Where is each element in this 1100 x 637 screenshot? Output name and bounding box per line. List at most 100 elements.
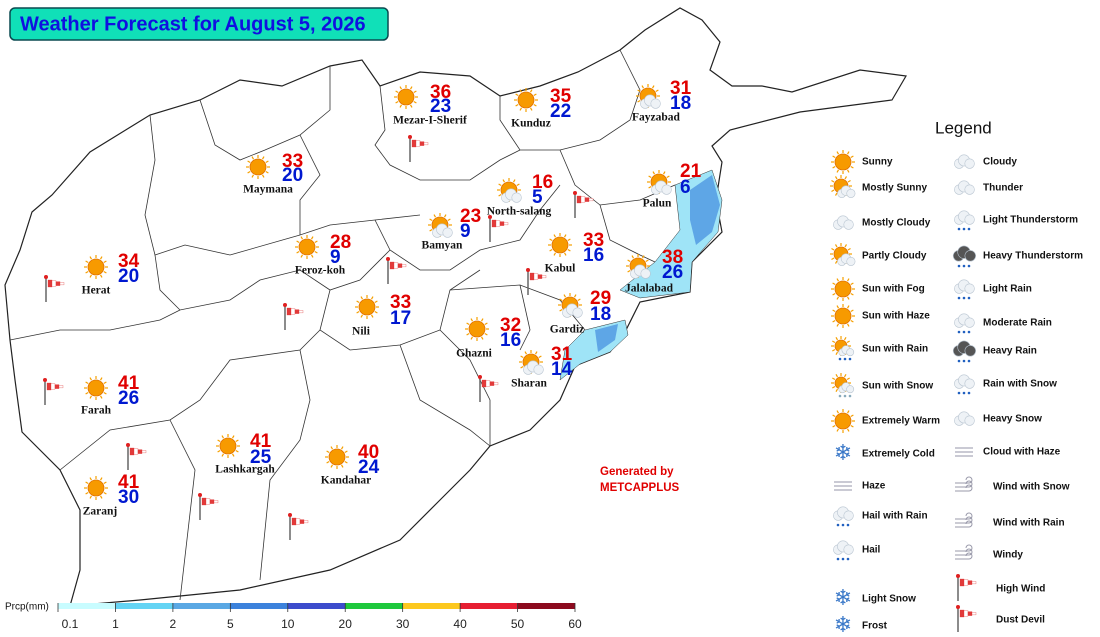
sun-icon bbox=[246, 155, 270, 179]
drop bbox=[957, 264, 961, 268]
sock-band bbox=[137, 449, 143, 454]
sun-ray bbox=[85, 381, 89, 385]
city-name: Kunduz bbox=[511, 118, 551, 130]
legend-item: Hail with Rain bbox=[862, 511, 928, 522]
city-name: Nili bbox=[352, 326, 371, 338]
cloud-icon bbox=[954, 210, 975, 225]
sun-ray bbox=[850, 292, 854, 296]
sun-ray bbox=[645, 259, 649, 263]
sun-ray bbox=[103, 481, 107, 485]
sun-ray bbox=[835, 374, 839, 378]
max-temp: 36 bbox=[430, 82, 451, 103]
sun-ray bbox=[519, 107, 523, 111]
cloud-part bbox=[846, 188, 856, 198]
sun-ray bbox=[832, 155, 836, 159]
city-name: Herat bbox=[82, 285, 111, 297]
sun-ray bbox=[553, 234, 557, 238]
legend-item: Cloudy bbox=[983, 157, 1017, 168]
max-temp: 40 bbox=[358, 442, 379, 463]
city-name: Feroz-koh bbox=[295, 265, 346, 277]
sun-icon bbox=[394, 85, 418, 109]
cloud-part bbox=[442, 227, 453, 238]
sun-ray bbox=[326, 460, 330, 464]
sock-band bbox=[963, 579, 969, 586]
sun-ray bbox=[247, 170, 251, 174]
sock-top bbox=[956, 574, 960, 578]
sun-ray bbox=[627, 269, 631, 273]
max-temp: 38 bbox=[662, 247, 683, 268]
sun-ray bbox=[235, 439, 239, 443]
sun-ray bbox=[538, 355, 542, 359]
min-temp: 25 bbox=[250, 447, 272, 468]
sun-ray bbox=[846, 169, 850, 173]
sun-ray bbox=[99, 395, 103, 399]
sock-band bbox=[580, 196, 586, 203]
min-temp: 18 bbox=[590, 304, 611, 325]
sock-band bbox=[393, 262, 399, 269]
sun-ray bbox=[836, 296, 840, 300]
sun-ray bbox=[217, 439, 221, 443]
sun-disc bbox=[358, 298, 376, 316]
city-name: Jalalabad bbox=[625, 283, 674, 295]
sun-ray bbox=[835, 337, 839, 341]
min-temp: 9 bbox=[330, 247, 341, 268]
sun-ray bbox=[832, 319, 836, 323]
wind-line bbox=[955, 476, 973, 484]
sun-ray bbox=[534, 351, 538, 355]
sun-disc bbox=[468, 320, 486, 338]
sock-band bbox=[54, 384, 60, 389]
sock-band bbox=[411, 139, 417, 148]
sock-band bbox=[50, 383, 56, 390]
legend-item: Windy bbox=[993, 550, 1023, 561]
precip-tick-label: 40 bbox=[453, 617, 467, 631]
sock-band bbox=[959, 578, 965, 587]
sun-ray bbox=[265, 170, 269, 174]
sun-icon bbox=[84, 476, 108, 500]
sun-ray bbox=[344, 460, 348, 464]
drop bbox=[967, 391, 971, 395]
sun-ray bbox=[231, 453, 235, 457]
cloud-part bbox=[964, 158, 975, 169]
precip-tick-label: 50 bbox=[511, 617, 525, 631]
legend-item: Sun with Snow bbox=[862, 381, 933, 392]
sock-band bbox=[129, 447, 135, 456]
city-name: Gardiz bbox=[550, 324, 585, 336]
cloud-icon bbox=[952, 245, 976, 262]
sock-band bbox=[286, 307, 292, 316]
sun-ray bbox=[89, 477, 93, 481]
sun-ray bbox=[832, 340, 836, 344]
wind-line bbox=[955, 516, 973, 524]
legend-item: Thunder bbox=[983, 183, 1023, 194]
sock-band bbox=[213, 500, 219, 504]
sun-ray bbox=[99, 256, 103, 260]
sun-ray bbox=[512, 179, 516, 183]
sun-icon bbox=[84, 255, 108, 279]
sun-disc bbox=[87, 258, 105, 276]
cloud-part bbox=[661, 184, 672, 195]
sock-band bbox=[299, 519, 305, 524]
sock-band bbox=[298, 310, 304, 314]
sun-ray bbox=[85, 491, 89, 495]
precip-tick-label: 2 bbox=[170, 617, 177, 631]
sun-ray bbox=[85, 270, 89, 274]
sock-band bbox=[303, 520, 309, 524]
sun-ray bbox=[480, 336, 484, 340]
drop bbox=[957, 359, 961, 363]
province-lines bbox=[9, 49, 676, 601]
drop bbox=[962, 264, 966, 268]
legend-item: Heavy Snow bbox=[983, 414, 1042, 425]
cloud-icon bbox=[833, 540, 854, 555]
sock-band bbox=[503, 222, 509, 226]
generated-source: METCAPPLUS bbox=[600, 482, 680, 494]
sun-disc bbox=[328, 448, 346, 466]
sun-ray bbox=[85, 391, 89, 395]
sock-band bbox=[415, 140, 421, 147]
legend-item: Wind with Rain bbox=[993, 518, 1065, 529]
sock-band bbox=[295, 518, 301, 525]
sun-ray bbox=[834, 192, 838, 196]
sun-ray bbox=[296, 240, 300, 244]
cloud-part bbox=[640, 268, 651, 279]
cloud-icon bbox=[640, 94, 661, 109]
min-temp: 16 bbox=[583, 245, 604, 266]
drop bbox=[957, 227, 961, 231]
